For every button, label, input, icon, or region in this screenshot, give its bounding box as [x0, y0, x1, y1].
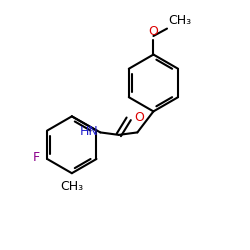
Text: F: F — [33, 151, 40, 164]
Text: HN: HN — [80, 125, 98, 138]
Text: CH₃: CH₃ — [60, 180, 84, 193]
Text: CH₃: CH₃ — [168, 14, 192, 26]
Text: O: O — [134, 111, 144, 124]
Text: O: O — [148, 26, 158, 38]
